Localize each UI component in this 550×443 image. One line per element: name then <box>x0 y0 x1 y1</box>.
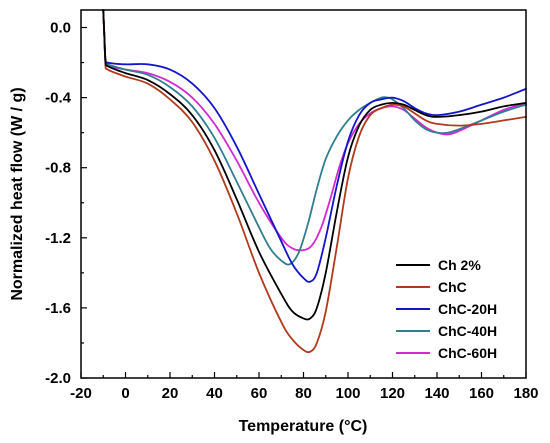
y-tick-labels: 0.0 -0.4 -0.8 -1.2 -1.6 -2.0 <box>45 20 72 387</box>
y-tick-label: -0.8 <box>45 160 71 177</box>
x-tick-label: 160 <box>469 385 494 402</box>
legend-label: ChC-20H <box>438 301 497 317</box>
legend-label: ChC <box>438 279 467 295</box>
x-axis-title: Temperature (°C) <box>239 418 368 435</box>
y-tick-label: -2.0 <box>45 370 71 387</box>
x-tick-label: 120 <box>380 385 405 402</box>
y-tick-label: -0.4 <box>45 90 72 107</box>
y-axis-title: Normalized heat flow (W / g) <box>9 87 26 300</box>
x-tick-label: 80 <box>295 385 312 402</box>
x-tick-label: 20 <box>162 385 179 402</box>
x-tick-label: 100 <box>335 385 360 402</box>
legend-label: Ch 2% <box>438 257 481 273</box>
x-tick-label: 180 <box>513 385 538 402</box>
plot-frame <box>80 9 527 379</box>
series-line <box>102 9 527 252</box>
plot-lines <box>102 9 527 354</box>
series-line <box>102 9 527 354</box>
y-tick-label: 0.0 <box>50 20 71 37</box>
x-tick-label: 40 <box>206 385 223 402</box>
series-line <box>102 9 527 321</box>
y-tick-label: -1.6 <box>45 300 71 317</box>
x-tick-label: -20 <box>70 385 92 402</box>
y-tick-label: -1.2 <box>45 230 71 247</box>
x-tick-labels: -20 0 20 40 60 80 100 120 140 160 180 <box>70 385 538 402</box>
legend-label: ChC-60H <box>438 345 497 361</box>
series-line <box>102 9 527 283</box>
x-tick-label: 140 <box>424 385 449 402</box>
legend-label: ChC-40H <box>438 323 497 339</box>
legend: Ch 2% ChC ChC-20H ChC-40H ChC-60H <box>396 257 497 361</box>
series-line <box>102 9 527 266</box>
x-tick-label: 60 <box>251 385 268 402</box>
x-tick-label: 0 <box>121 385 129 402</box>
